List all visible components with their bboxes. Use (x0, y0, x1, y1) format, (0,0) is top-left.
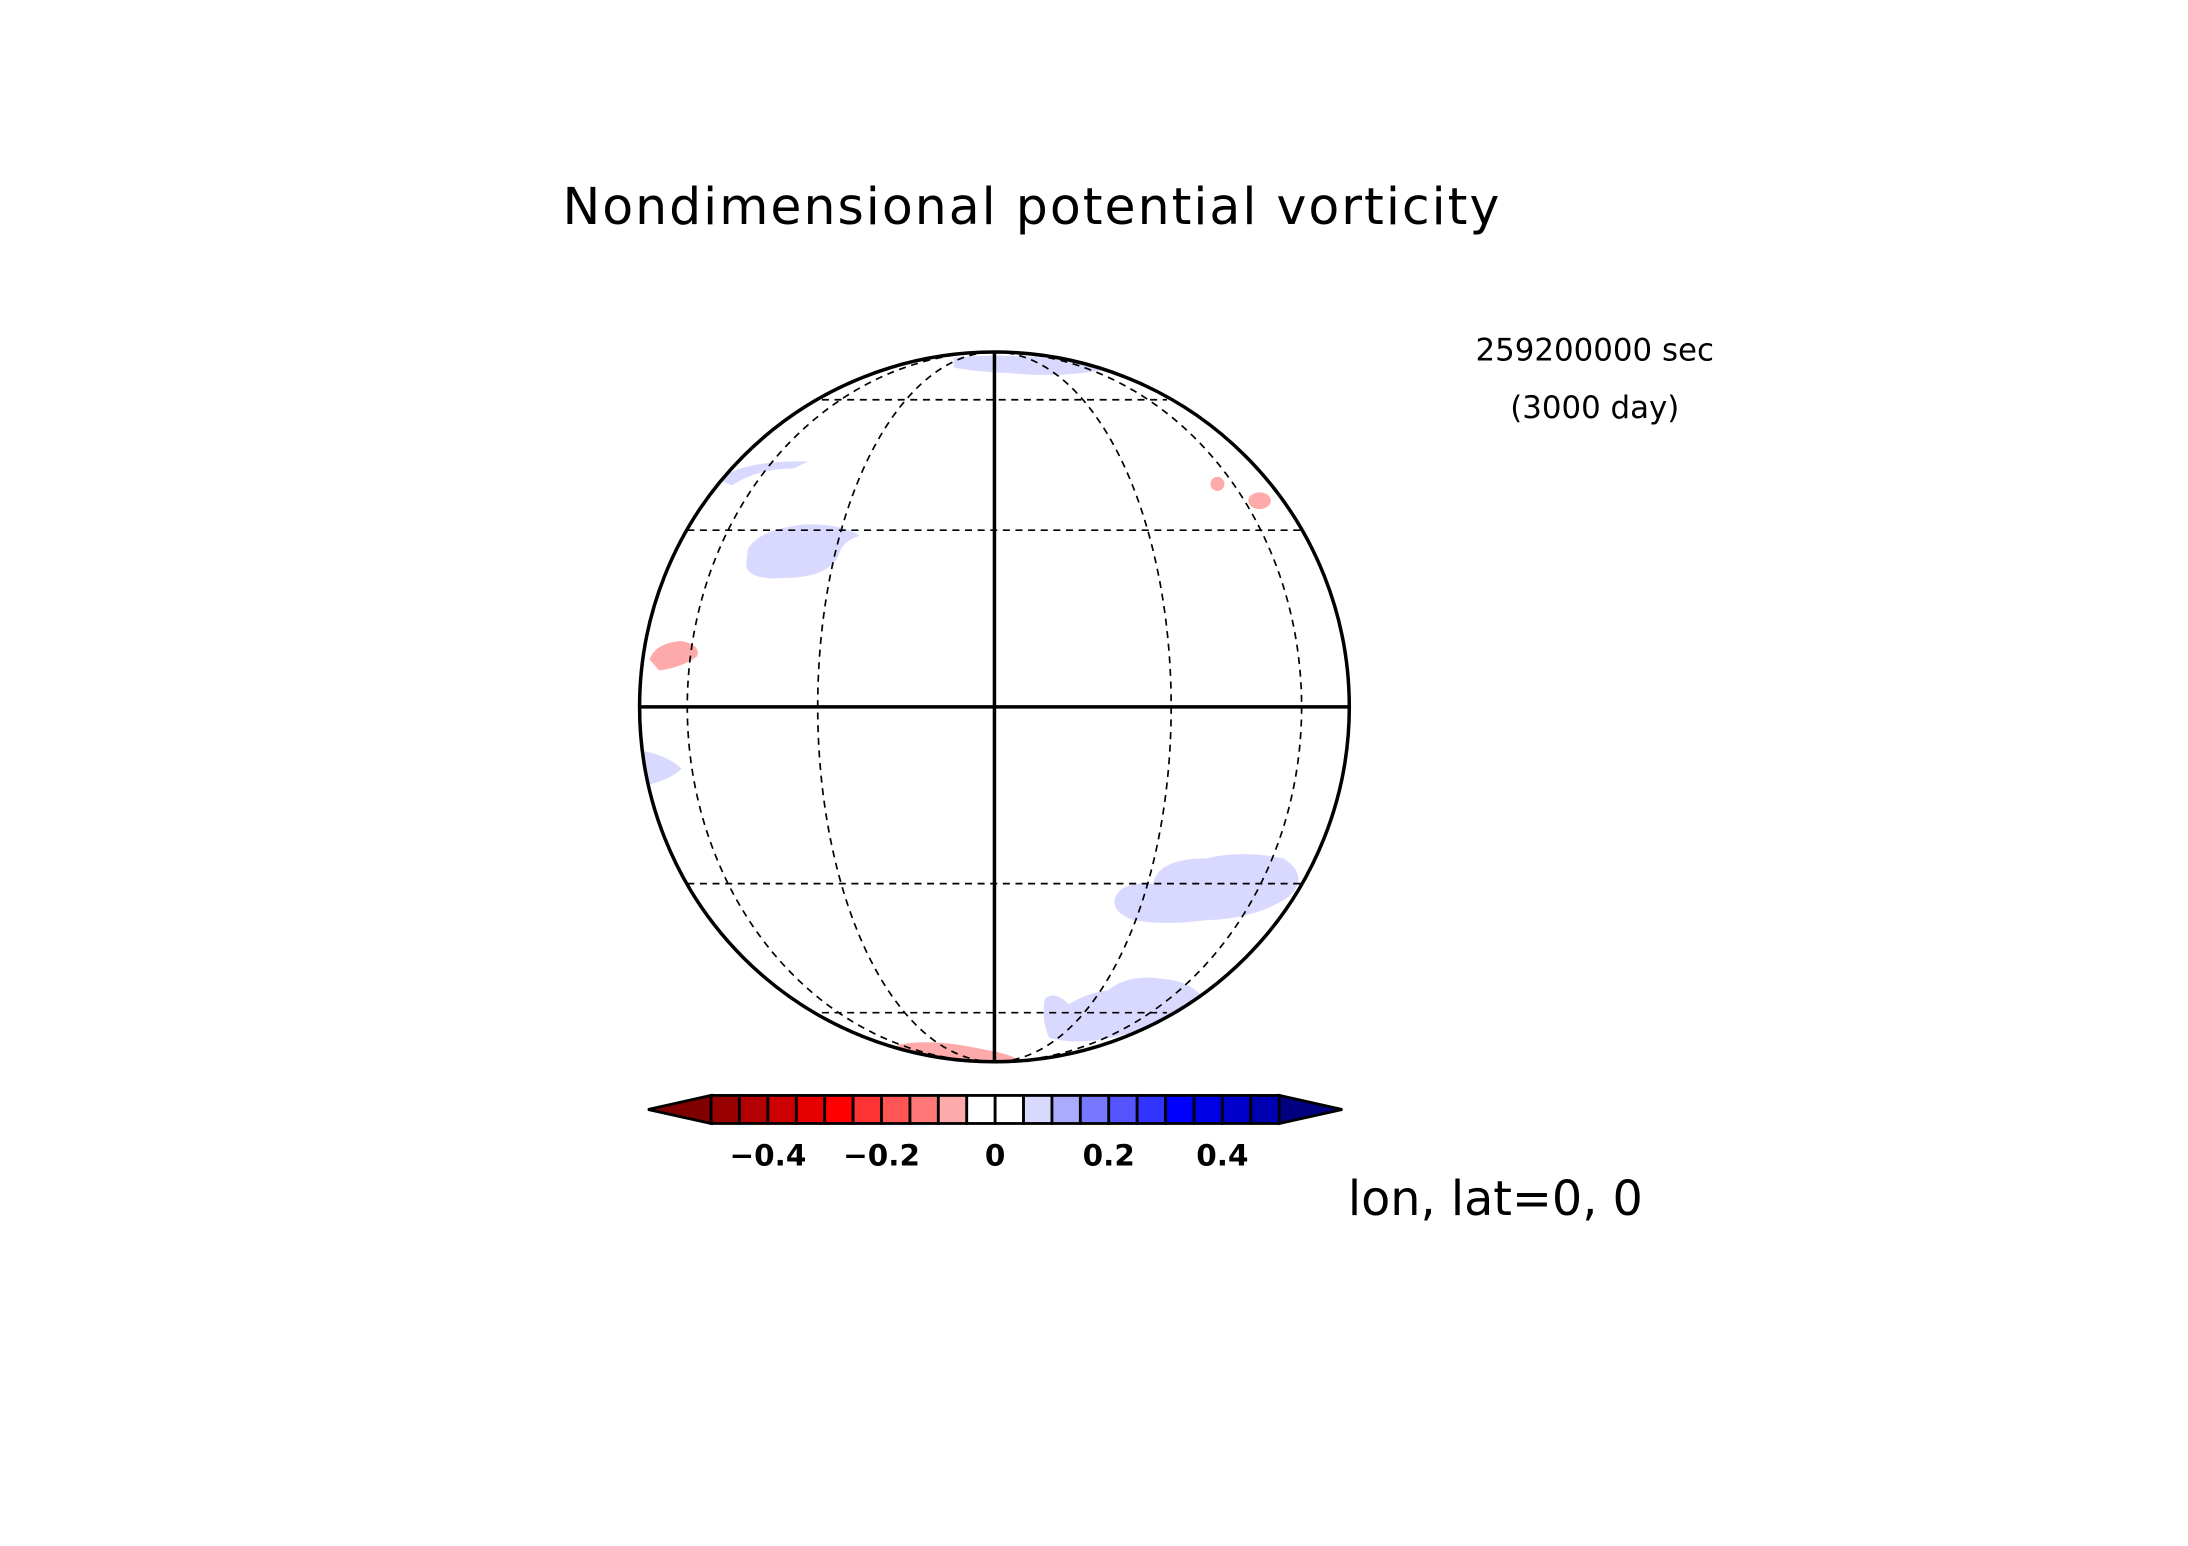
field-patch (1248, 492, 1271, 510)
colorbar-box (1107, 1094, 1139, 1125)
colorbar-box (880, 1094, 912, 1125)
globe-outline (637, 350, 1352, 1064)
colorbar-box (1249, 1094, 1281, 1125)
time-days: (3000 day) (1510, 390, 1679, 426)
colorbar-tick-label: 0.2 (1083, 1139, 1135, 1173)
colorbar-box (823, 1094, 855, 1125)
colorbar-box (1192, 1094, 1224, 1125)
colorbar-box (993, 1094, 1025, 1125)
colorbar-tick-label: 0 (985, 1139, 1005, 1173)
colorbar-extend-low (647, 1093, 713, 1126)
colorbar-box (908, 1094, 940, 1125)
field-patch (1114, 854, 1299, 923)
colorbar-box (709, 1094, 741, 1125)
colorbar-box (851, 1094, 883, 1125)
colorbar-extend-high (1277, 1093, 1343, 1126)
colorbar-box (1220, 1094, 1253, 1125)
colorbar-tick-label: −0.2 (843, 1139, 920, 1173)
positive-areas (639, 355, 1299, 1042)
globe-fields (639, 355, 1299, 1062)
globe-frame (637, 350, 1352, 1064)
colorbar-tick-label: −0.4 (730, 1139, 807, 1173)
colorbar-tick-label: 0.4 (1196, 1139, 1248, 1173)
field-patch (1043, 977, 1204, 1042)
colorbar-box (936, 1094, 969, 1125)
field-patch (746, 524, 860, 579)
colorbar-box (738, 1094, 770, 1125)
colorbar-box (965, 1094, 997, 1125)
colorbar-box (1164, 1094, 1196, 1125)
colorbar-box (794, 1094, 827, 1125)
colorbar: −0.4 −0.2 0 0.2 0.4 (647, 1093, 1343, 1173)
colorbar-box (1050, 1094, 1082, 1125)
projection-label: lon, lat=0, 0 (1348, 1172, 1643, 1227)
colorbar-box (1135, 1094, 1167, 1125)
field-patch (639, 750, 682, 786)
colorbar-box (1078, 1094, 1111, 1125)
colorbar-box (766, 1094, 798, 1125)
field-patch (649, 640, 698, 671)
time-seconds: 259200000 sec (1476, 333, 1714, 369)
negative-areas (649, 476, 1271, 1062)
field-patch (718, 461, 808, 486)
plot: Nondimensional potential vorticity 25920… (562, 177, 1714, 1227)
colorbar-box (1022, 1094, 1054, 1125)
field-patch (1210, 476, 1225, 491)
title: Nondimensional potential vorticity (562, 177, 1499, 236)
